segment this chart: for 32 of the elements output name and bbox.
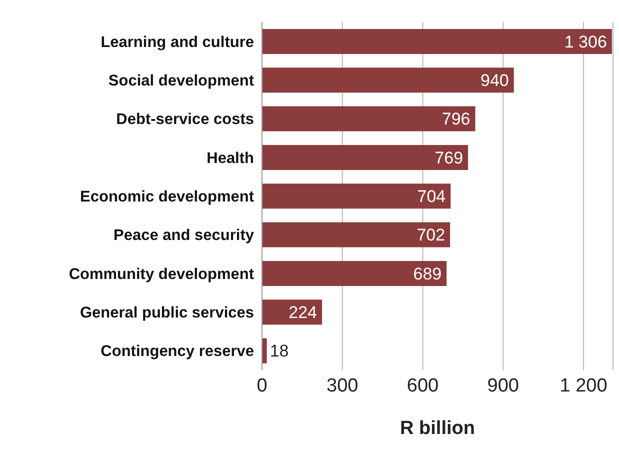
x-tick-label: 300 xyxy=(326,375,358,396)
data-label: 940 xyxy=(480,71,509,90)
x-tick-label: 600 xyxy=(406,375,439,396)
data-label: 1 306 xyxy=(564,32,607,52)
bar xyxy=(262,260,447,286)
bar xyxy=(262,144,468,170)
x-axis-title: R billion xyxy=(400,418,475,439)
data-label: 18 xyxy=(270,342,289,361)
x-tick-label: 900 xyxy=(487,375,519,396)
bar xyxy=(262,68,514,93)
y-tick-label: Social development xyxy=(108,72,254,90)
bar xyxy=(262,28,612,54)
y-tick-label: Peace and security xyxy=(114,227,254,244)
x-tick-label: 0 xyxy=(256,375,268,396)
bar xyxy=(262,184,451,209)
data-label: 769 xyxy=(434,148,464,168)
y-tick-label: Debt-service costs xyxy=(116,111,254,128)
y-tick-label: Learning and culture xyxy=(100,34,254,51)
y-tick-label: Economic development xyxy=(80,188,254,206)
bar xyxy=(262,106,476,132)
x-tick-label: 1 200 xyxy=(560,375,608,396)
data-label: 796 xyxy=(442,110,470,129)
bar xyxy=(262,222,450,248)
y-tick-label: Community development xyxy=(68,266,254,283)
data-label: 689 xyxy=(413,264,442,284)
bar xyxy=(262,338,267,364)
data-label: 702 xyxy=(416,226,446,245)
y-tick-label: Health xyxy=(206,150,254,167)
y-tick-label: General public services xyxy=(80,304,254,322)
y-tick-label: Contingency reserve xyxy=(100,343,254,360)
data-label: 224 xyxy=(288,303,318,322)
data-label: 704 xyxy=(417,187,446,206)
